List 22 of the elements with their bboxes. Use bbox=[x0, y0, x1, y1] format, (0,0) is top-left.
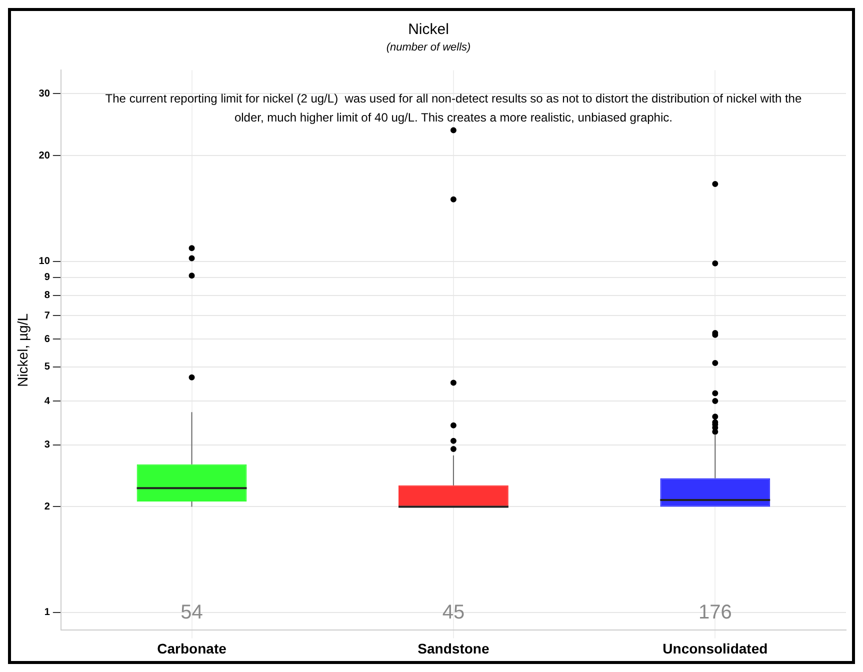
annotation: The current reporting limit for nickel (2 ug/L) was used for all non-detect results so as not to distort the distribution of nickel with the older, much higher limit of 40 ug/L. This creates a more realistic, unbiased graphic. bbox=[105, 92, 802, 125]
y-tick-label: 4 bbox=[44, 396, 50, 407]
annotation: 54 bbox=[180, 602, 203, 624]
chart-title: Nickel bbox=[408, 21, 449, 38]
y-tick-label: 2 bbox=[44, 501, 50, 512]
y-tick-label: 6 bbox=[44, 334, 50, 345]
y-tick-label: 9 bbox=[44, 272, 50, 284]
chart-subtitle: (number of wells) bbox=[386, 42, 472, 54]
y-tick-label: 7 bbox=[44, 310, 50, 322]
y-tick-label: 5 bbox=[44, 362, 50, 373]
y-tick-label: 30 bbox=[38, 88, 50, 100]
annotation: 45 bbox=[442, 602, 465, 624]
x-tick-label: Sandstone bbox=[418, 640, 490, 656]
x-tick-label: Unconsolidated bbox=[662, 640, 768, 656]
y-tick-label: 3 bbox=[44, 440, 50, 451]
y-tick-label: 10 bbox=[38, 256, 50, 268]
y-tick-label: 20 bbox=[38, 150, 50, 162]
annotation: 176 bbox=[698, 602, 732, 624]
y-tick-label: 1 bbox=[44, 607, 50, 618]
y-tick-label: 8 bbox=[44, 290, 50, 302]
y-axis-title: Nickel, µg/L bbox=[14, 313, 30, 387]
x-tick-label: Carbonate bbox=[157, 640, 227, 656]
